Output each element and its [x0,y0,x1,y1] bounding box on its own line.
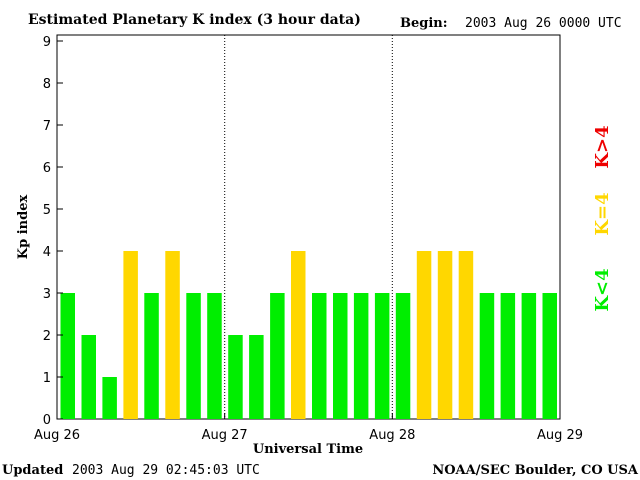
kp-bar [542,293,557,419]
kp-bar [60,293,75,419]
y-tick-label: 8 [43,77,51,92]
kp-bar [291,251,306,419]
y-tick-label: 9 [43,35,51,50]
y-tick-label: 0 [43,413,51,428]
chart-title: Estimated Planetary K index (3 hour data… [28,12,361,28]
updated-value: 2003 Aug 29 02:45:03 UTC [72,463,260,478]
kp-bar [270,293,285,419]
y-tick-label: 2 [43,329,51,344]
y-tick-label: 6 [43,161,51,176]
x-tick-label: Aug 29 [537,428,583,443]
begin-value: 2003 Aug 26 0000 UTC [465,16,622,31]
y-axis-label: Kp index [16,195,31,260]
kp-bar [437,251,453,419]
kp-bar [395,293,411,419]
legend-item: K>4 [592,125,613,168]
kp-bar [458,251,474,419]
kp-bar [312,293,327,419]
kp-bar [333,293,348,419]
source-label: NOAA/SEC Boulder, CO USA [432,463,639,478]
kp-bar [228,335,243,419]
kp-bar [81,335,96,419]
x-ticks-group: Aug 26 Aug 27 Aug 28 Aug 29 [34,413,583,443]
kp-bar [249,335,264,419]
kp-bar [500,293,516,419]
updated-label: Updated [2,463,63,478]
x-tick-label: Aug 27 [202,428,248,443]
y-tick-label: 5 [43,203,51,218]
x-tick-label: Aug 26 [34,428,80,443]
y-tick-label: 3 [43,287,51,302]
kp-bar [374,293,390,419]
y-tick-label: 7 [43,119,51,134]
begin-label: Begin: [400,16,448,31]
kp-bar [207,293,222,419]
kp-bar [165,251,180,419]
legend-item: K=4 [592,192,613,235]
legend: K<4 K=4 K>4 [592,125,613,311]
plot-frame [56,34,561,420]
x-axis-label: Universal Time [253,442,363,457]
bars-group [60,251,557,419]
y-tick-label: 4 [43,245,51,260]
kp-bar [144,293,159,419]
kp-bar [186,293,201,419]
x-tick-label: Aug 28 [369,428,415,443]
y-ticks-group: 0 1 2 3 4 5 6 7 8 9 [43,35,63,428]
kp-bar [521,293,537,419]
kp-bar [479,293,495,419]
kp-bar [123,251,138,419]
kp-bar [416,251,432,419]
kp-bar [353,293,369,419]
legend-item: K<4 [592,268,613,311]
kp-bar [102,377,117,419]
y-tick-label: 1 [43,371,51,386]
